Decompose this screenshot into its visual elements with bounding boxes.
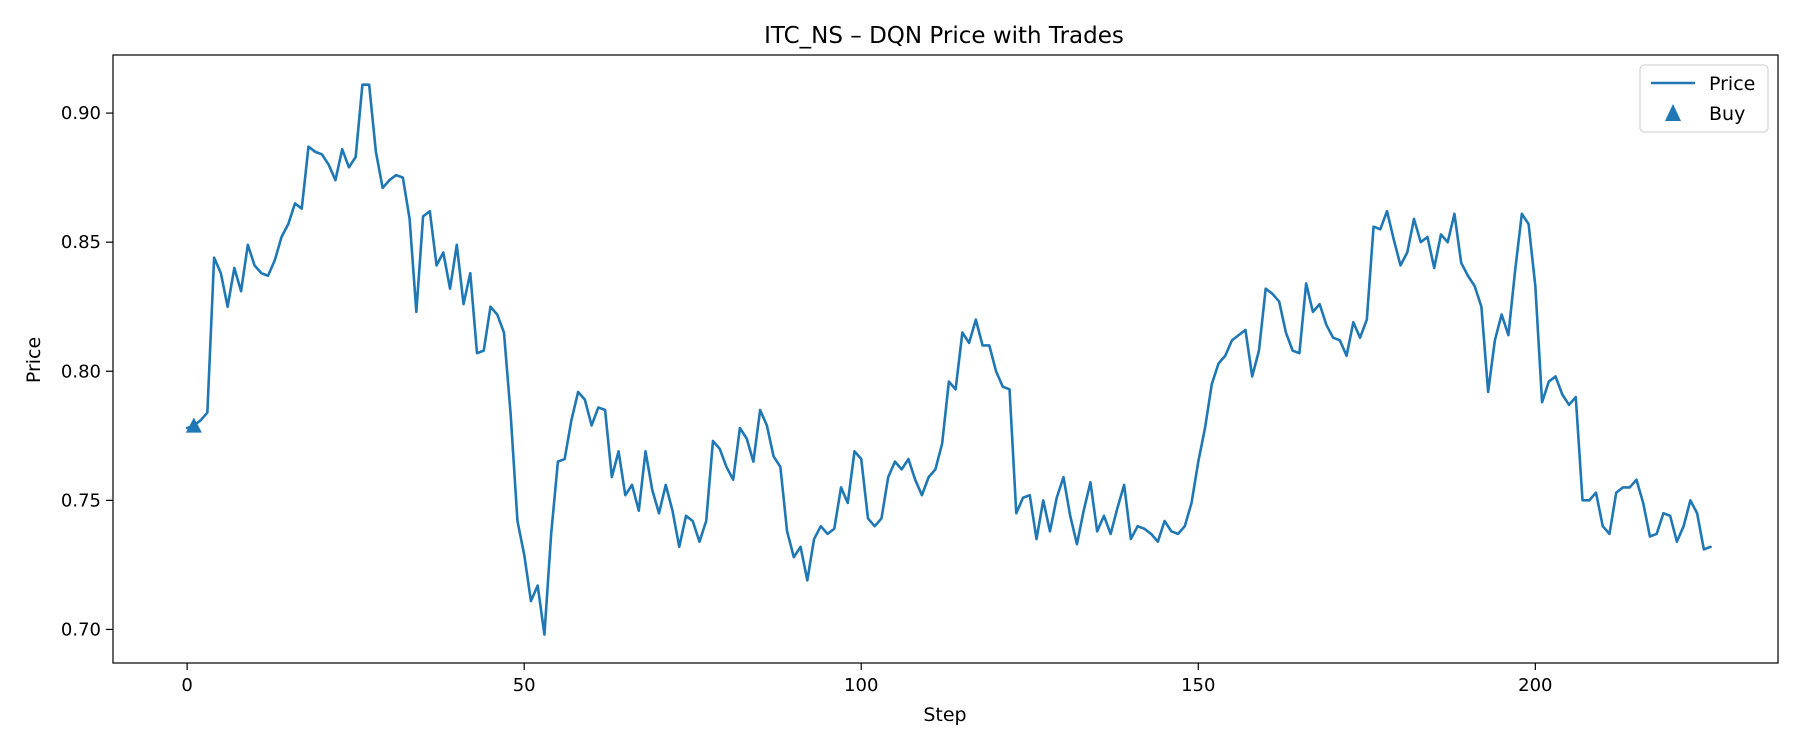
x-axis-label: Step — [923, 704, 966, 726]
y-tick-label: 0.90 — [61, 103, 101, 124]
y-axis-label: Price — [23, 337, 45, 383]
legend-buy-label: Buy — [1709, 103, 1745, 125]
y-tick-label: 0.70 — [61, 619, 101, 640]
x-tick-label: 100 — [844, 675, 878, 696]
legend: Price Buy — [1639, 64, 1769, 133]
series-price-line — [185, 83, 1712, 636]
x-tick-label: 50 — [513, 675, 536, 696]
legend-price-label: Price — [1709, 73, 1755, 95]
x-tick-label: 0 — [181, 675, 192, 696]
y-axis: 0.70 0.75 0.80 0.85 0.90 — [61, 103, 113, 640]
y-tick-label: 0.80 — [61, 361, 101, 382]
y-tick-label: 0.75 — [61, 490, 101, 511]
axes-frame — [112, 54, 1779, 664]
x-tick-label: 150 — [1181, 675, 1215, 696]
legend-buy-marker — [1665, 104, 1681, 121]
x-axis: 0 50 100 150 200 — [181, 663, 1553, 696]
buy-marker — [185, 417, 202, 433]
y-tick-label: 0.85 — [61, 232, 101, 253]
x-tick-label: 200 — [1518, 675, 1552, 696]
chart-title: ITC_NS – DQN Price with Trades — [764, 23, 1124, 49]
plot-area — [185, 83, 1712, 636]
